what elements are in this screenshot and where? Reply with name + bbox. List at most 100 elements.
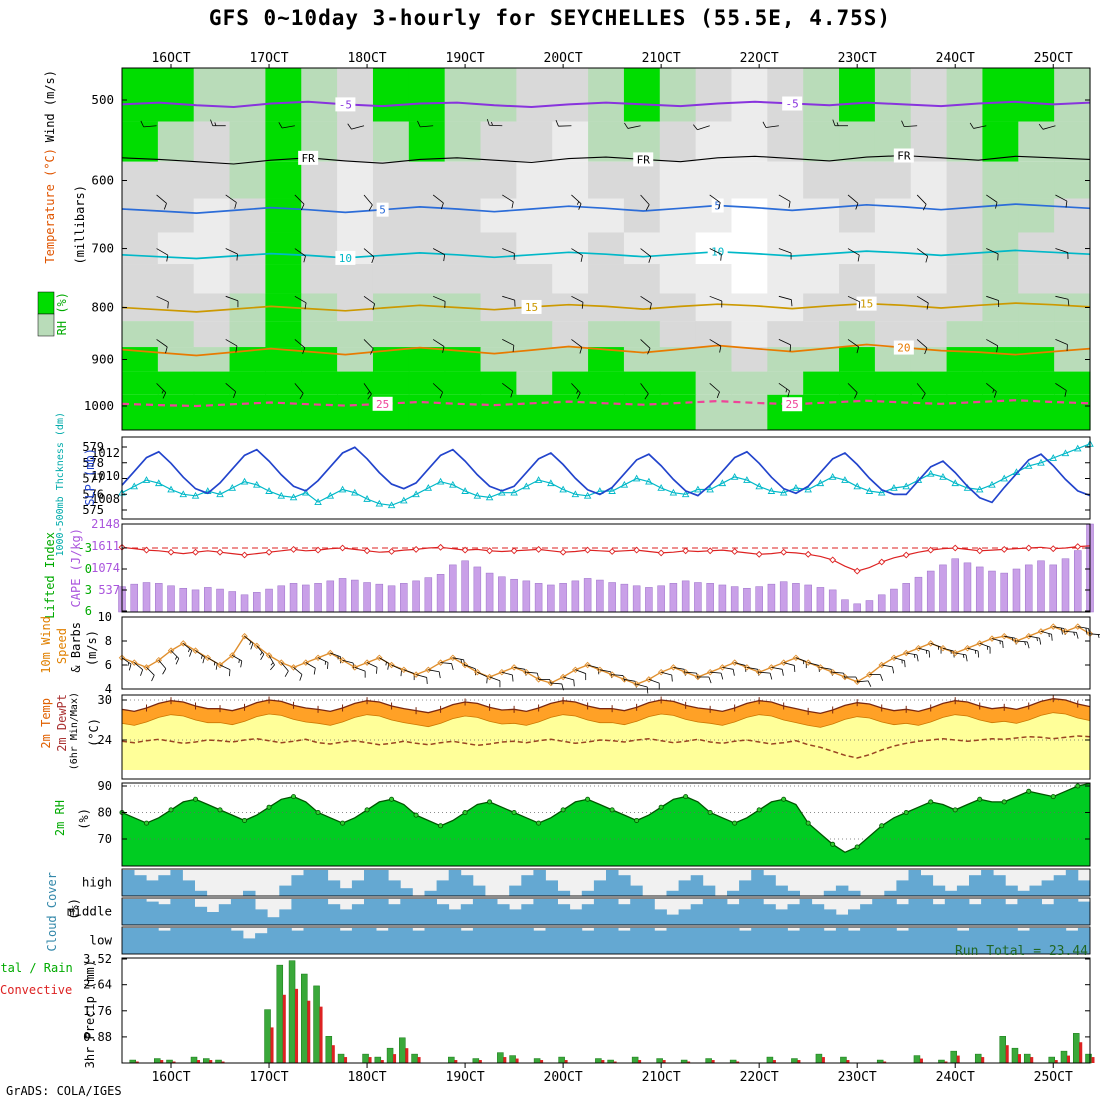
rh-cell	[193, 232, 231, 265]
cape-bar	[865, 600, 874, 613]
rh-cell	[444, 264, 482, 294]
axis-label-temp2m-2: 2m DewPt	[55, 694, 69, 752]
rh-cell	[731, 321, 768, 348]
cape-bar	[951, 558, 959, 613]
temp-contour-15	[121, 302, 1091, 313]
wind-speed-marker	[841, 673, 849, 681]
cloud-bar	[158, 930, 171, 954]
rh-cell	[1054, 232, 1091, 265]
cloud-bar	[823, 930, 837, 954]
rh-cell	[337, 264, 374, 294]
cape-bar	[449, 564, 457, 613]
slp-line	[121, 446, 1091, 504]
cloud-bar	[1053, 875, 1067, 896]
upper-wind-barb	[791, 299, 793, 307]
cloud-bar	[472, 885, 486, 896]
wind-speed-marker	[180, 640, 187, 647]
cloud-bar	[182, 880, 195, 896]
rh-cell	[659, 161, 697, 199]
cloud-bar	[194, 890, 208, 896]
upper-wind-barb	[993, 391, 997, 398]
cloud-bar	[1017, 890, 1030, 896]
cloud-bar	[944, 899, 958, 925]
sfc-wind-barb	[489, 676, 501, 682]
cloud-bar	[630, 885, 643, 896]
rh-cell	[516, 232, 553, 265]
rh-cell	[193, 371, 231, 395]
rh-cell	[803, 347, 840, 372]
rh-cell	[731, 293, 768, 322]
rh-cell	[229, 232, 267, 265]
wind-speed-marker	[327, 649, 334, 657]
cloud-bar	[593, 880, 607, 896]
rh-cell	[265, 394, 302, 430]
rh2m-marker	[756, 807, 762, 813]
upper-wind-barb	[579, 347, 583, 354]
precip-convective-bar	[331, 1045, 335, 1063]
rh-cell	[839, 232, 876, 265]
rh-cell	[552, 293, 589, 322]
thickness-marker	[1061, 449, 1070, 457]
cloud-bar	[424, 890, 437, 896]
thickness-marker	[253, 480, 261, 488]
wind-speed-marker	[143, 664, 150, 671]
cloud-bar	[727, 904, 740, 925]
axis-label-millibars: (millibars)	[73, 185, 87, 265]
cape-bar	[289, 583, 298, 613]
sfc-wind-barb	[573, 679, 575, 687]
rh-cell	[623, 264, 661, 294]
rh-cell	[480, 161, 517, 199]
x-tick-label-bottom: 20OCT	[544, 1070, 583, 1085]
rh2m-marker	[952, 807, 958, 813]
thickness-marker	[645, 477, 653, 485]
cape-bar	[277, 585, 286, 613]
rh2m-marker	[1026, 788, 1032, 794]
upper-wind-barb	[778, 383, 790, 392]
precip-convective-bar	[1030, 1057, 1034, 1063]
rh2m-marker	[1001, 799, 1007, 805]
cloud-bar	[206, 912, 220, 925]
rh-cell	[337, 68, 374, 122]
cape-bar	[792, 583, 800, 613]
cloud-bar	[896, 880, 909, 896]
sfc-wind-barb	[452, 657, 464, 661]
cloud-bar	[291, 875, 304, 896]
upper-wind-barb	[847, 295, 860, 303]
rh-cell	[767, 121, 804, 162]
rh2m-marker	[683, 794, 689, 800]
rh-cell	[731, 394, 768, 430]
precip-total-bar	[313, 985, 320, 1064]
cape-bar	[265, 588, 273, 613]
thickness-marker	[767, 487, 776, 494]
cloud-bar	[920, 928, 934, 954]
cloud-bar	[593, 899, 607, 925]
upper-wind-barb	[432, 295, 446, 302]
cape-bar	[914, 576, 923, 613]
cloud-bar	[1041, 928, 1055, 954]
thickness-marker	[265, 487, 273, 494]
thickness-marker	[363, 495, 371, 502]
cloud-bar	[218, 904, 232, 925]
cloud-bar	[763, 904, 776, 925]
lifted-index-marker	[584, 546, 592, 554]
cloud-bar	[134, 928, 147, 954]
precip-convective-bar	[344, 1057, 348, 1063]
panel-frame-rh2m	[121, 782, 1091, 867]
upper-wind-barb	[1065, 201, 1068, 208]
precip-total-bar	[705, 1058, 712, 1064]
cape-bar	[559, 583, 567, 613]
rh-cell	[408, 264, 446, 294]
wind-tick: 10	[98, 610, 112, 624]
upper-wind-barb	[372, 303, 376, 311]
precip-convective-bar	[919, 1058, 923, 1063]
thickness-marker	[706, 485, 714, 493]
rh-cell	[946, 371, 984, 395]
cloud-bar	[787, 904, 800, 925]
grads-credit: GrADS: COLA/IGES	[6, 1084, 122, 1098]
cape-bar	[253, 592, 261, 613]
rh-cell	[301, 232, 338, 265]
wind-speed-marker	[241, 632, 248, 640]
precip-tick: 0.88	[83, 1030, 112, 1044]
rh-cell	[839, 121, 876, 162]
rh-cell	[337, 198, 374, 233]
